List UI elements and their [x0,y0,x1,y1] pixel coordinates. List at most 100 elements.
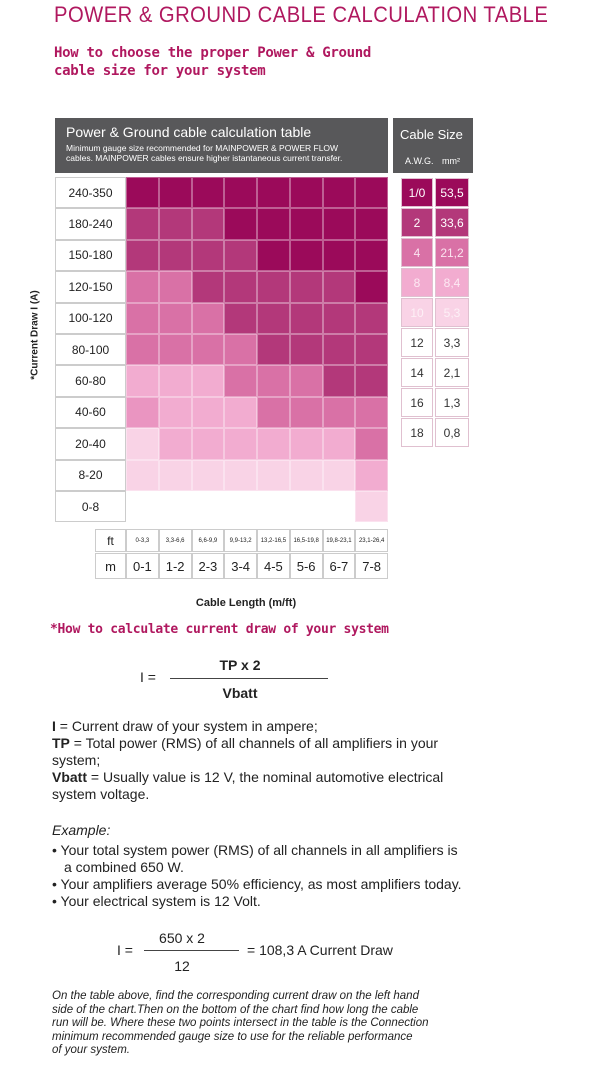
grid-cell [158,428,192,460]
definition: I = Current draw of your system in amper… [52,718,472,735]
grid-cell [126,334,159,366]
row-label: 150-180 [55,239,126,272]
grid-cell [355,334,388,366]
ft-cell: 13,2-16,5 [257,529,290,552]
definition: Vbatt = Usually value is 12 V, the nomin… [52,769,472,803]
grid-cell [289,177,323,209]
mm-cell: 2,1 [435,358,469,387]
grid-cell [191,491,225,523]
definitions: I = Current draw of your system in amper… [52,718,472,803]
footer-line: of your system. [52,1044,130,1056]
fraction-line [170,678,328,679]
ft-cell: 19,8-23,1 [322,529,356,552]
row-label: 120-150 [55,271,126,303]
mm-cell: 1,3 [435,388,469,417]
example-lhs: I = [117,942,133,958]
grid-cell [224,365,257,397]
grid-cell [126,302,159,334]
bullets: • Your total system power (RMS) of all c… [52,842,492,910]
grid-cell [126,177,159,209]
grid-cell [158,396,192,429]
footer-line: run will be. Where these two points inte… [52,1017,429,1029]
awg-cell: 8 [401,268,433,297]
grid-cell [191,396,225,429]
awg-cell: 10 [401,298,433,327]
awg-cell: 1/0 [401,178,433,207]
grid-cell [224,271,257,303]
grid-cell [355,239,388,272]
grid-cell [289,271,323,303]
calc-heading: *How to calculate current draw of your s… [50,622,389,637]
example-denominator: 12 [174,958,190,974]
text: = Usually value is 12 V, the nominal aut… [52,769,444,802]
mm-cell: 8,4 [435,268,469,297]
awg-header: A.W.G. [405,156,434,166]
m-cell: 2-3 [191,553,225,579]
grid-cell [355,177,388,209]
grid-cell [224,428,257,460]
grid-cell [355,271,388,303]
grid-cell [322,491,356,523]
example-label: Example: [52,822,111,838]
grid-cell [322,302,356,334]
grid-cell [257,459,290,491]
m-cell: 4-5 [257,553,290,579]
grid-cell [322,459,356,491]
grid-cell [126,208,159,240]
table-header [55,118,388,173]
ft-cell: 9,9-13,2 [224,529,257,552]
ft-label: ft [95,529,126,552]
m-cell: 0-1 [126,553,159,579]
subtitle: cable size for your system [54,63,266,79]
grid-cell [257,365,290,397]
grid-cell [191,177,225,209]
mm-cell: 33,6 [435,208,469,237]
grid-cell [224,459,257,491]
mm-cell: 0,8 [435,418,469,447]
grid-cell [322,428,356,460]
mm-header: mm² [442,156,460,166]
grid-cell [126,365,159,397]
grid-cell [257,208,290,240]
mm-cell: 53,5 [435,178,469,207]
bullet: • Your total system power (RMS) of all c… [52,842,458,875]
grid-cell [257,396,290,429]
grid-cell [289,365,323,397]
row-label: 180-240 [55,208,126,240]
grid-cell [191,365,225,397]
term: TP [52,735,70,751]
row-label: 60-80 [55,365,126,397]
grid-cell [289,239,323,272]
grid-cell [322,334,356,366]
ft-cell: 6,6-9,9 [191,529,225,552]
grid-cell [158,334,192,366]
row-label: 240-350 [55,177,126,209]
grid-cell [158,177,192,209]
grid-cell [289,428,323,460]
row-label: 40-60 [55,396,126,429]
grid-cell [158,491,192,523]
row-label: 0-8 [55,491,126,523]
m-label: m [95,553,126,579]
grid-cell [257,334,290,366]
footer-line: minimum recommended gauge size to use fo… [52,1030,413,1043]
term: Vbatt [52,769,87,785]
awg-cell: 18 [401,418,433,447]
grid-cell [257,271,290,303]
grid-cell [257,302,290,334]
grid-cell [158,365,192,397]
m-cell: 6-7 [322,553,356,579]
grid-cell [126,396,159,429]
row-label: 8-20 [55,459,126,491]
ft-cell: 3,3-6,6 [158,529,192,552]
term: I [52,718,56,734]
grid-cell [126,491,159,523]
awg-cell: 16 [401,388,433,417]
grid-cell [322,177,356,209]
grid-cell [289,334,323,366]
grid-cell [126,459,159,491]
m-cell: 1-2 [158,553,192,579]
ft-cell: 0-3,3 [126,529,159,552]
y-axis-label: *Current Draw I (A) [29,290,41,380]
awg-cell: 2 [401,208,433,237]
